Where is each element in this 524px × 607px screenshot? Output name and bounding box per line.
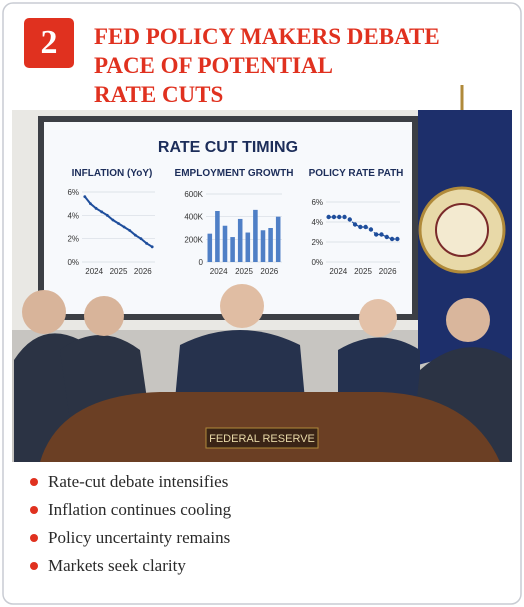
point bbox=[384, 234, 389, 240]
chart-title: INFLATION (YoY) bbox=[72, 168, 153, 179]
x-tick-label: 2025 bbox=[354, 267, 372, 276]
x-tick-label: 2024 bbox=[329, 267, 347, 276]
y-tick-label: 400K bbox=[184, 213, 203, 222]
point bbox=[395, 236, 400, 242]
title-line: RATE CUTS bbox=[94, 82, 223, 107]
y-tick-label: 6% bbox=[311, 198, 323, 207]
point bbox=[363, 224, 368, 230]
point bbox=[331, 214, 337, 220]
y-tick-label: 0% bbox=[67, 258, 79, 267]
y-tick-label: 6% bbox=[67, 188, 79, 197]
bar bbox=[230, 237, 235, 262]
point bbox=[83, 195, 87, 199]
bar bbox=[268, 228, 273, 262]
point bbox=[374, 232, 379, 237]
point bbox=[117, 222, 120, 225]
bullet-dot bbox=[30, 478, 38, 486]
point bbox=[89, 202, 92, 206]
bar bbox=[237, 218, 243, 262]
point bbox=[111, 218, 115, 222]
x-tick-label: 2025 bbox=[235, 267, 253, 276]
y-tick-label: 4% bbox=[311, 218, 323, 227]
nameplate-text: FEDERAL RESERVE bbox=[209, 433, 315, 445]
point bbox=[379, 232, 384, 237]
point bbox=[94, 206, 98, 210]
bar bbox=[207, 233, 213, 262]
bar bbox=[245, 232, 251, 262]
point bbox=[128, 229, 132, 232]
point bbox=[145, 241, 148, 245]
point bbox=[150, 245, 154, 249]
point bbox=[100, 210, 104, 214]
person bbox=[175, 330, 305, 400]
point bbox=[133, 233, 137, 237]
x-tick-label: 2026 bbox=[134, 267, 152, 276]
point bbox=[122, 225, 126, 229]
bar bbox=[222, 225, 228, 262]
bar bbox=[253, 209, 258, 262]
bullet-text: Policy uncertainty remains bbox=[48, 528, 230, 547]
screen-title: RATE CUT TIMING bbox=[158, 139, 298, 156]
bullet-text: Rate-cut debate intensifies bbox=[48, 472, 228, 491]
bullet-text: Inflation continues cooling bbox=[48, 500, 232, 519]
point bbox=[326, 214, 331, 220]
point bbox=[358, 224, 363, 230]
point bbox=[368, 227, 374, 232]
y-tick-label: 200K bbox=[184, 235, 203, 244]
number-badge bbox=[24, 18, 74, 68]
x-tick-label: 2025 bbox=[110, 267, 128, 276]
bullet-dot bbox=[30, 506, 38, 514]
table bbox=[40, 392, 500, 462]
nameplate bbox=[205, 427, 319, 449]
head bbox=[359, 299, 397, 337]
point bbox=[347, 217, 352, 222]
x-tick-label: 2026 bbox=[260, 267, 278, 276]
x-tick-label: 2026 bbox=[379, 267, 397, 276]
bullet-dot bbox=[30, 562, 38, 570]
person bbox=[338, 337, 420, 405]
point bbox=[105, 213, 109, 217]
point bbox=[389, 236, 395, 242]
head bbox=[446, 298, 490, 342]
illustration: RATE CUT TIMING INFLATION (YoY) 0% 2% 4% 6% 2… bbox=[12, 85, 512, 462]
y-tick-label: 2% bbox=[311, 238, 323, 247]
head bbox=[220, 284, 264, 328]
point bbox=[337, 214, 342, 220]
head bbox=[22, 290, 66, 334]
chart-title: POLICY RATE PATH bbox=[309, 168, 404, 179]
head bbox=[84, 296, 124, 336]
badge-number: 2 bbox=[41, 24, 58, 61]
point bbox=[342, 214, 347, 220]
y-tick-label: 4% bbox=[67, 211, 79, 220]
seal-center bbox=[435, 203, 489, 257]
point bbox=[139, 237, 143, 241]
bar bbox=[215, 211, 220, 262]
bar bbox=[260, 230, 266, 262]
x-tick-label: 2024 bbox=[85, 267, 103, 276]
y-tick-label: 0 bbox=[199, 258, 204, 267]
bullet-text: Markets seek clarity bbox=[48, 556, 186, 575]
y-tick-label: 2% bbox=[67, 235, 79, 244]
point bbox=[352, 222, 358, 227]
chart-title: EMPLOYMENT GROWTH bbox=[175, 168, 294, 179]
title-line: FED POLICY MAKERS DEBATE bbox=[94, 24, 440, 49]
title-line: PACE OF POTENTIAL bbox=[94, 53, 333, 78]
bar bbox=[275, 216, 281, 262]
y-tick-label: 0% bbox=[311, 258, 323, 267]
x-tick-label: 2024 bbox=[210, 267, 228, 276]
bullet-dot bbox=[30, 534, 38, 542]
y-tick-label: 600K bbox=[184, 190, 203, 199]
